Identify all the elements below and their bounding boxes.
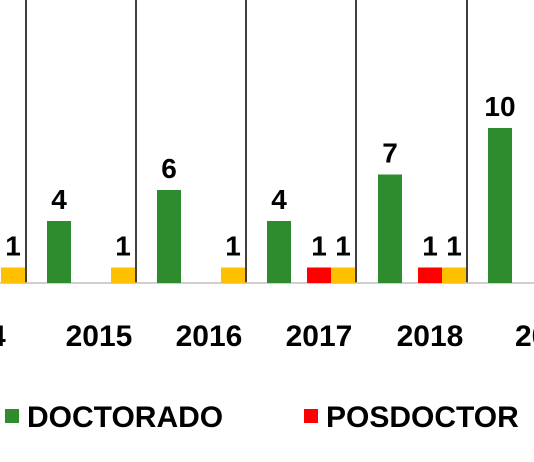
value-label-posdoctorado-2018: 1 — [422, 231, 438, 262]
value-label-doctorado-2017: 4 — [271, 184, 287, 215]
value-label-posdoctorado-2017: 1 — [311, 231, 327, 262]
x-tick-2017: 2017 — [286, 320, 353, 353]
category-separators — [25, 0, 468, 283]
x-tick-labels: 14 2015 2016 2017 2018 201 — [0, 320, 534, 353]
bars — [1, 128, 512, 283]
bar-doctorado-2016 — [157, 190, 181, 283]
bar-series-2-2016 — [221, 267, 245, 283]
bar-doctorado-2017 — [267, 221, 291, 283]
bar-series-2-2018 — [442, 267, 466, 283]
value-label-series-2-2015: 1 — [115, 231, 131, 262]
value-label-doctorado-2015: 4 — [51, 184, 67, 215]
value-label-series-2-2014: 1 — [5, 231, 21, 262]
value-label-doctorado-2016: 6 — [161, 153, 177, 184]
value-label-series-2-2018: 1 — [446, 231, 462, 262]
bar-series-2-2015 — [111, 267, 135, 283]
value-label-doctorado-2018: 7 — [382, 138, 398, 169]
bar-doctorado-2015 — [47, 221, 71, 283]
x-tick-2015: 2015 — [66, 320, 133, 353]
legend-label-posdoctorado: POSDOCTOR — [326, 401, 519, 434]
legend: DOCTORADO POSDOCTOR — [5, 401, 519, 434]
bar-posdoctorado-2018 — [418, 267, 442, 283]
legend-swatch-doctorado — [5, 409, 19, 423]
x-tick-2019: 201 — [515, 320, 534, 353]
legend-swatch-posdoctorado — [304, 409, 318, 423]
bar-series-2-2014 — [1, 267, 25, 283]
bar-series-2-2017 — [331, 267, 355, 283]
bar-posdoctorado-2017 — [307, 267, 331, 283]
x-tick-2018: 2018 — [397, 320, 464, 353]
x-tick-2016: 2016 — [176, 320, 243, 353]
x-tick-2014: 14 — [0, 320, 6, 353]
value-label-doctorado-2019: 10 — [484, 91, 515, 122]
bar-doctorado-2018 — [378, 174, 402, 283]
value-label-series-2-2016: 1 — [225, 231, 241, 262]
bar-doctorado-2019 — [488, 128, 512, 283]
legend-label-doctorado: DOCTORADO — [27, 401, 223, 434]
value-label-series-2-2017: 1 — [335, 231, 351, 262]
